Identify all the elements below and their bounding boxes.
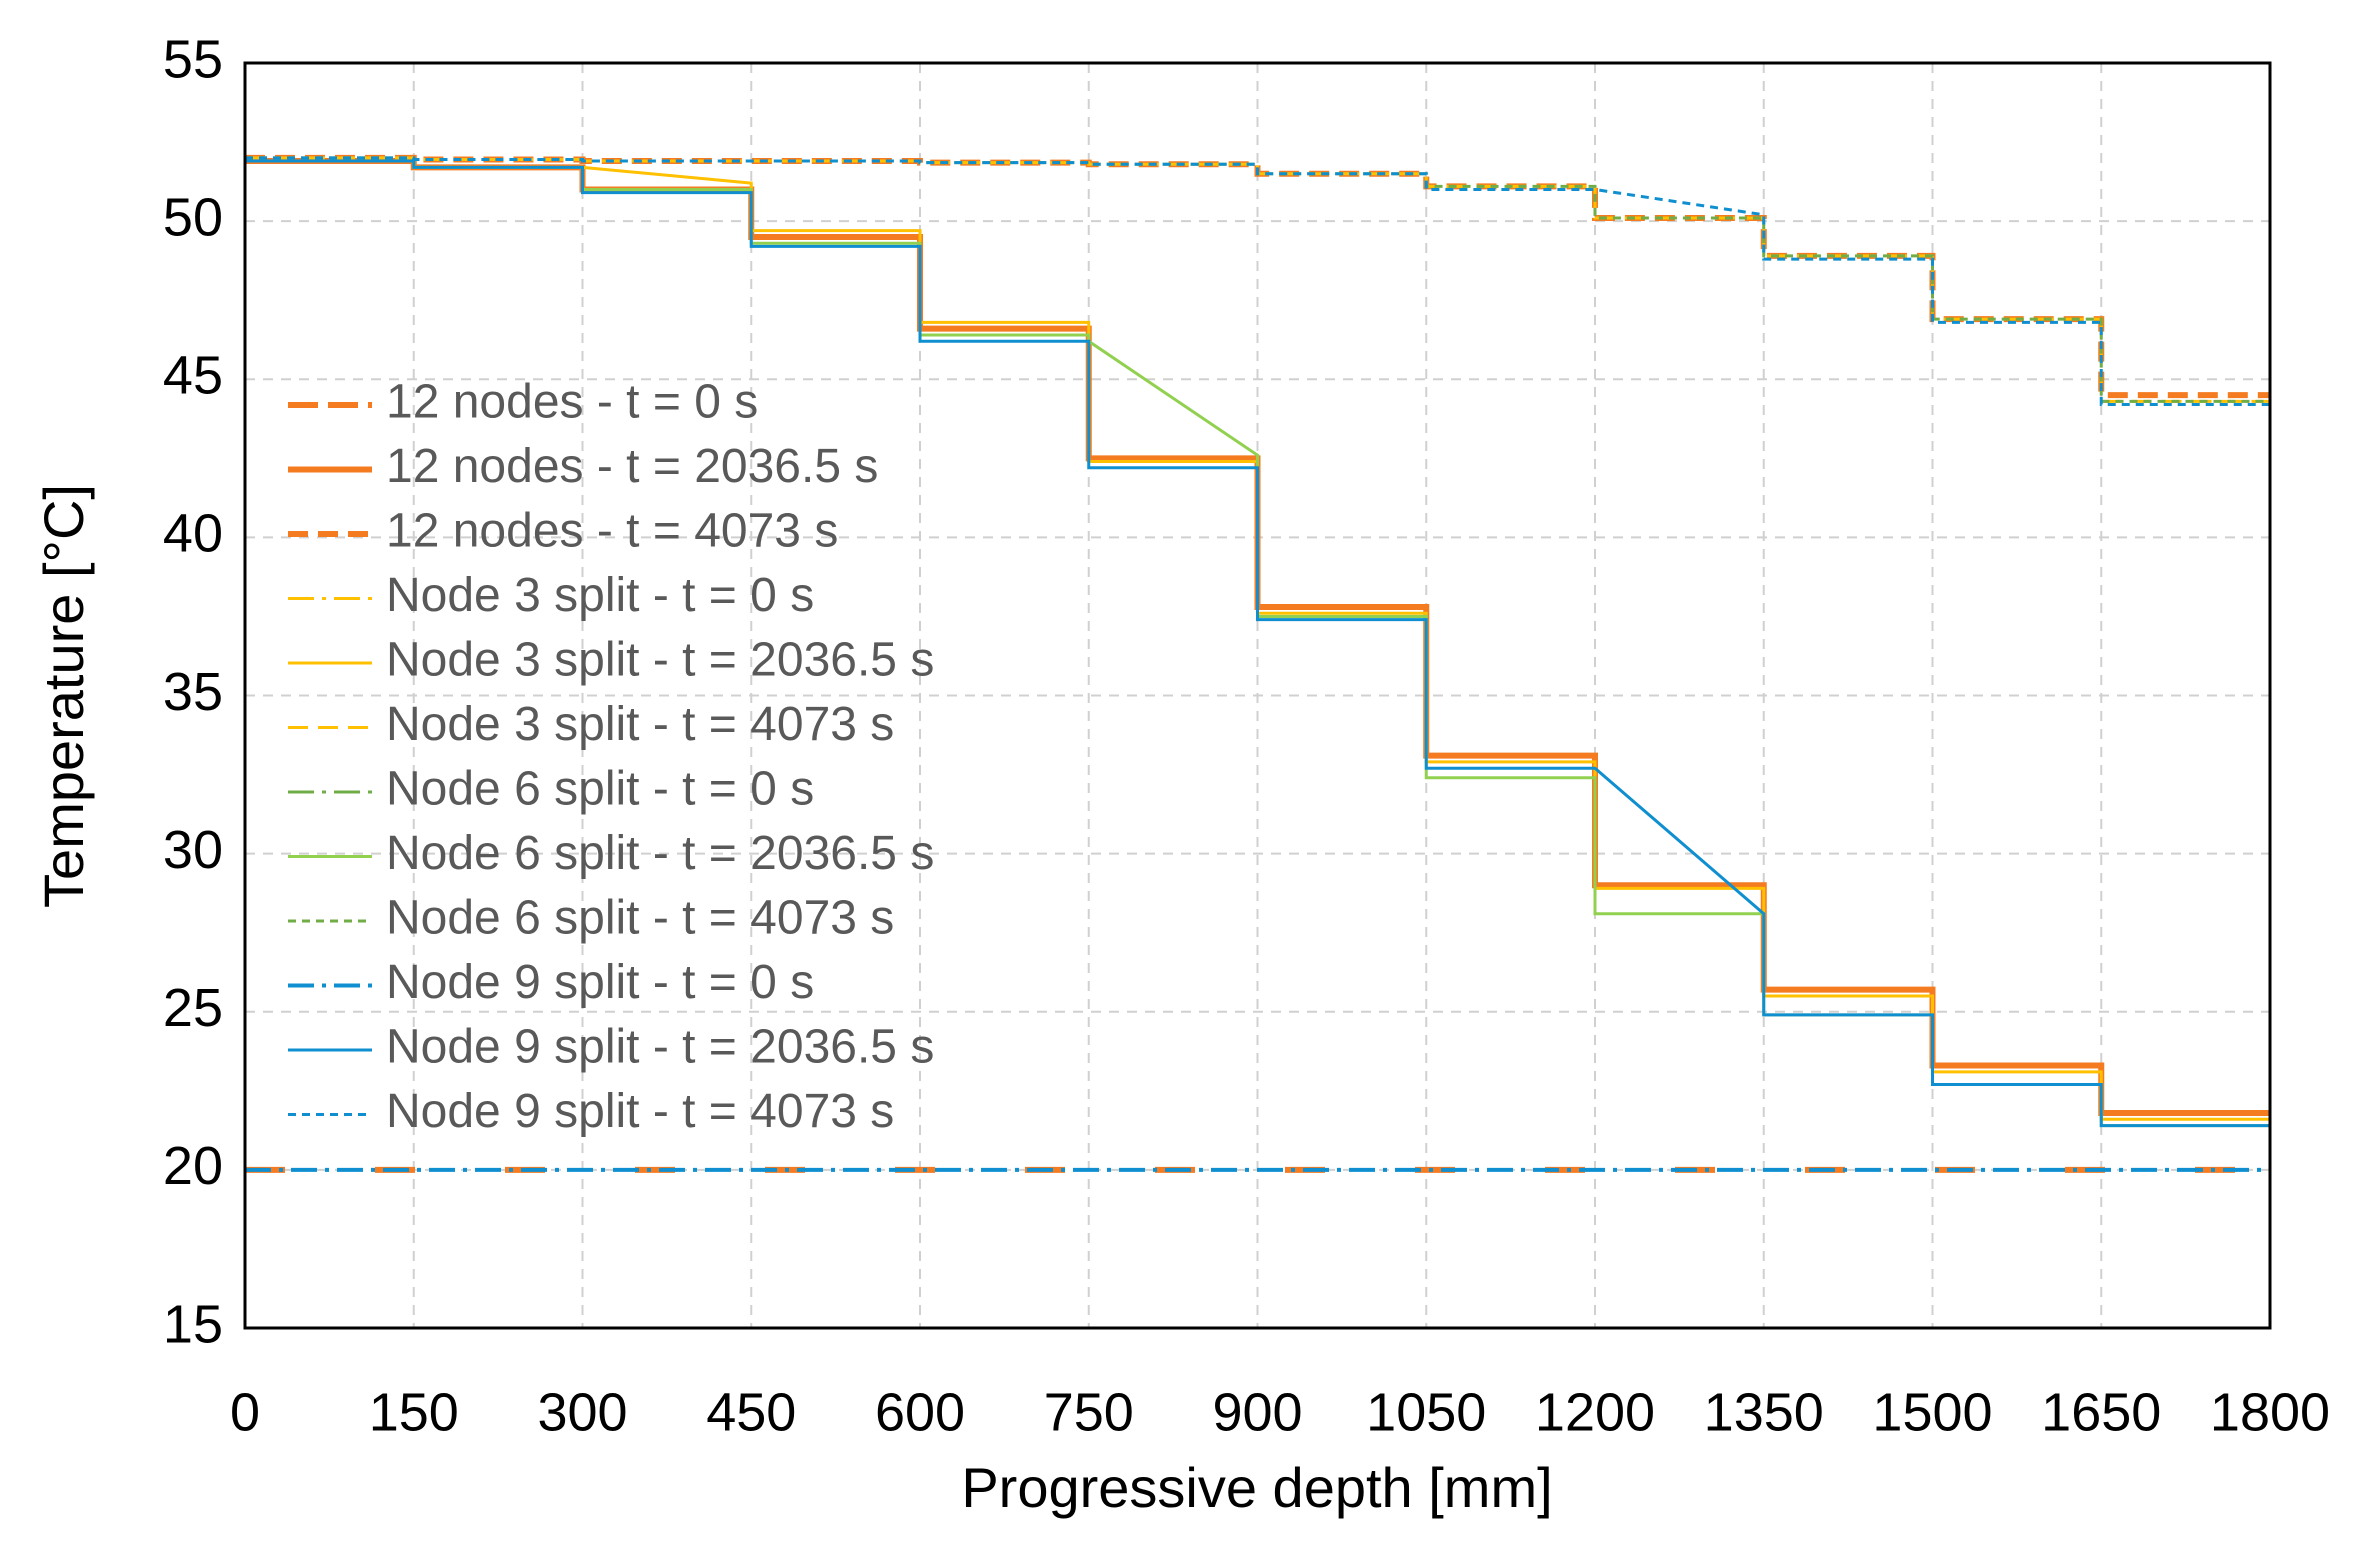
y-tick-label: 50: [163, 187, 223, 247]
y-tick-label: 30: [163, 820, 223, 880]
y-tick-label: 45: [163, 346, 223, 406]
legend-label: Node 3 split - t = 2036.5 s: [386, 634, 934, 687]
legend-label: Node 9 split - t = 4073 s: [386, 1085, 894, 1138]
series-line: [245, 156, 2270, 407]
y-tick-label: 55: [163, 29, 223, 89]
y-axis-label: Temperature [°C]: [32, 484, 95, 908]
legend-label: 12 nodes - t = 4073 s: [386, 505, 838, 558]
legend: 12 nodes - t = 0 s 12 nodes - t = 2036.5 …: [288, 376, 934, 1138]
y-tick-label: 40: [163, 504, 223, 564]
legend-label: 12 nodes - t = 2036.5 s: [386, 440, 878, 493]
x-tick-label: 750: [1044, 1382, 1134, 1442]
y-tick-label: 15: [163, 1294, 223, 1354]
x-tick-label: 300: [537, 1382, 627, 1442]
legend-label: 12 nodes - t = 0 s: [386, 376, 758, 429]
x-tick-label: 1500: [1872, 1382, 1992, 1442]
legend-label: Node 6 split - t = 4073 s: [386, 892, 894, 945]
x-tick-label: 1800: [2210, 1382, 2330, 1442]
legend-label: Node 9 split - t = 2036.5 s: [386, 1021, 934, 1074]
x-tick-label: 0: [230, 1382, 260, 1442]
x-tick-label: 900: [1212, 1382, 1302, 1442]
legend-label: Node 3 split - t = 0 s: [386, 569, 814, 622]
x-tick-label: 1350: [1704, 1382, 1824, 1442]
y-tick-label: 25: [163, 978, 223, 1038]
legend-label: Node 6 split - t = 0 s: [386, 763, 814, 816]
x-tick-label: 450: [706, 1382, 796, 1442]
x-tick-label: 600: [875, 1382, 965, 1442]
y-tick-label: 35: [163, 662, 223, 722]
series-line: [245, 159, 2270, 1128]
x-axis-label: Progressive depth [mm]: [961, 1456, 1552, 1519]
plot-frame: [243, 61, 2272, 1330]
legend-label: Node 3 split - t = 4073 s: [386, 698, 894, 751]
x-tick-label: 1050: [1366, 1382, 1486, 1442]
y-tick-label: 20: [163, 1136, 223, 1196]
legend-label: Node 9 split - t = 0 s: [386, 956, 814, 1009]
x-tick-label: 1200: [1535, 1382, 1655, 1442]
legend-label: Node 6 split - t = 2036.5 s: [386, 827, 934, 880]
x-tick-label: 1650: [2041, 1382, 2161, 1442]
x-tick-label: 150: [369, 1382, 459, 1442]
